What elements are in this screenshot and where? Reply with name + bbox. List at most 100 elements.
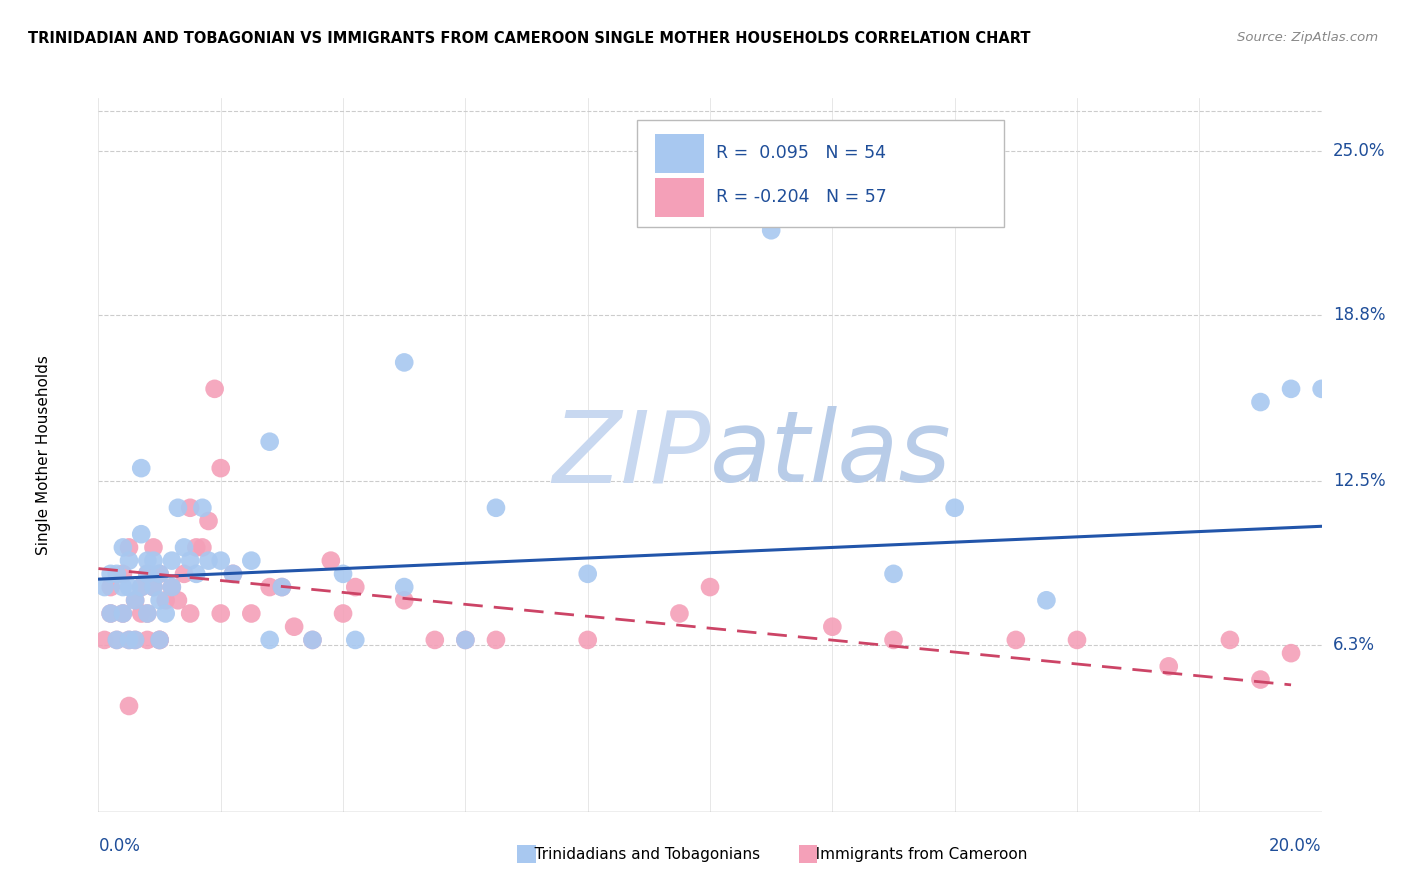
Point <box>155 607 177 621</box>
Point <box>118 632 141 647</box>
Point <box>93 632 115 647</box>
Point <box>485 632 508 647</box>
Point <box>129 527 152 541</box>
Point <box>111 541 134 555</box>
Point <box>118 580 141 594</box>
Text: Single Mother Households: Single Mother Households <box>37 355 51 555</box>
Bar <box>517 845 536 863</box>
Point <box>240 554 263 568</box>
Point <box>1004 632 1026 647</box>
Point <box>129 461 152 475</box>
Text: R = -0.204   N = 57: R = -0.204 N = 57 <box>716 188 887 206</box>
Point <box>136 607 159 621</box>
Point <box>142 554 165 568</box>
Point <box>136 632 159 647</box>
Point <box>332 607 354 621</box>
Point <box>392 580 416 594</box>
Point <box>283 620 305 634</box>
Point <box>124 593 146 607</box>
Point <box>821 620 844 634</box>
Point <box>105 632 128 647</box>
Point <box>576 632 599 647</box>
Point <box>186 566 208 581</box>
Point <box>100 580 122 594</box>
Point <box>179 554 201 568</box>
Point <box>301 632 323 647</box>
Point <box>167 593 190 607</box>
Point <box>209 461 232 475</box>
Point <box>344 632 367 647</box>
Point <box>124 632 146 647</box>
Point <box>759 223 782 237</box>
Point <box>149 632 172 647</box>
Point <box>160 580 183 594</box>
Point <box>204 382 226 396</box>
Point <box>222 566 245 581</box>
Point <box>118 632 141 647</box>
Point <box>100 607 122 621</box>
Point <box>124 632 146 647</box>
Point <box>1310 382 1333 396</box>
Point <box>222 566 245 581</box>
Point <box>270 580 292 594</box>
Point <box>344 580 367 594</box>
Point <box>173 541 195 555</box>
Point <box>186 541 208 555</box>
Point <box>129 580 152 594</box>
Text: 20.0%: 20.0% <box>1270 837 1322 855</box>
Point <box>118 554 141 568</box>
Point <box>149 566 172 581</box>
Text: TRINIDADIAN AND TOBAGONIAN VS IMMIGRANTS FROM CAMEROON SINGLE MOTHER HOUSEHOLDS : TRINIDADIAN AND TOBAGONIAN VS IMMIGRANTS… <box>28 31 1031 46</box>
Point <box>136 566 159 581</box>
Point <box>209 554 232 568</box>
Point <box>160 554 183 568</box>
Text: Trinidadians and Tobagonians: Trinidadians and Tobagonians <box>520 847 761 862</box>
Point <box>149 593 172 607</box>
Point <box>1219 632 1241 647</box>
Point <box>142 580 165 594</box>
Point <box>129 607 152 621</box>
Point <box>142 541 165 555</box>
Bar <box>655 178 704 218</box>
Point <box>167 500 190 515</box>
Point <box>454 632 477 647</box>
Point <box>423 632 446 647</box>
Point <box>1249 395 1271 409</box>
Point <box>209 607 232 621</box>
Point <box>576 566 599 581</box>
Point <box>173 566 195 581</box>
Point <box>259 434 281 449</box>
Point <box>191 541 214 555</box>
Point <box>100 607 122 621</box>
Point <box>100 566 122 581</box>
Bar <box>799 845 817 863</box>
Point <box>1157 659 1180 673</box>
Text: atlas: atlas <box>710 407 952 503</box>
Point <box>943 500 966 515</box>
Point <box>883 566 905 581</box>
Point <box>136 607 159 621</box>
Point <box>1249 673 1271 687</box>
Point <box>883 632 905 647</box>
Point <box>118 698 141 713</box>
Point <box>1066 632 1088 647</box>
Point <box>259 632 281 647</box>
Point <box>105 632 128 647</box>
Point <box>111 580 134 594</box>
Point <box>454 632 477 647</box>
Text: 0.0%: 0.0% <box>98 837 141 855</box>
Text: Source: ZipAtlas.com: Source: ZipAtlas.com <box>1237 31 1378 45</box>
Point <box>118 541 141 555</box>
Point <box>197 514 219 528</box>
Point <box>240 607 263 621</box>
Point <box>1035 593 1057 607</box>
Point <box>301 632 323 647</box>
Point <box>111 607 134 621</box>
Point <box>111 607 134 621</box>
Point <box>270 580 292 594</box>
Text: ZIP: ZIP <box>551 407 710 503</box>
Point <box>149 632 172 647</box>
Point <box>392 593 416 607</box>
Point <box>149 632 172 647</box>
Point <box>155 593 177 607</box>
